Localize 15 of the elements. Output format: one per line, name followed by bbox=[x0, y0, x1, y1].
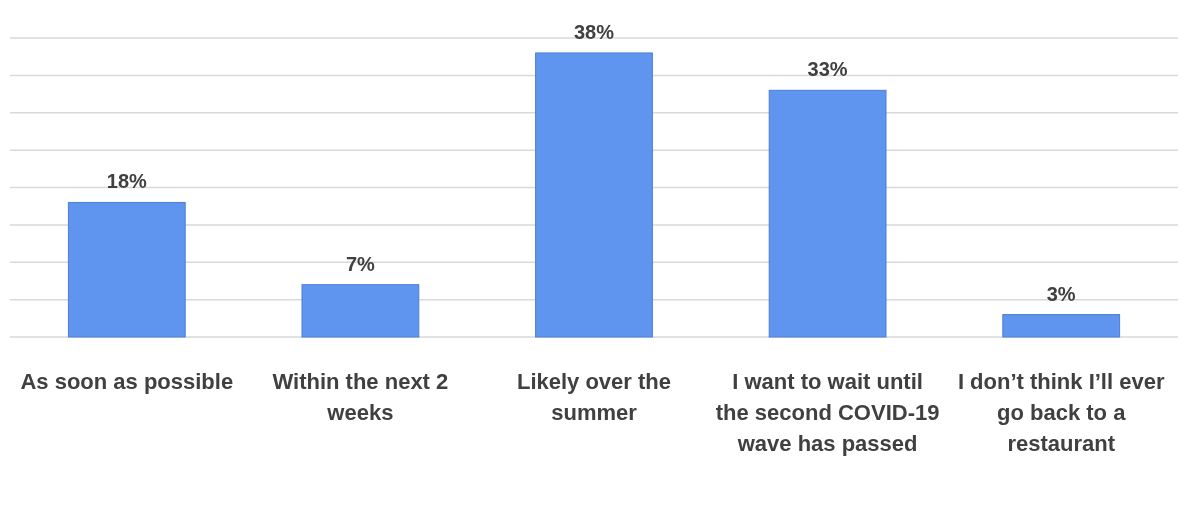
bar bbox=[301, 284, 420, 338]
x-tick-label: I want to wait until the second COVID-19 wave has passed bbox=[715, 369, 940, 456]
x-tick-label: Likely over the summer bbox=[516, 369, 672, 425]
data-label: 33% bbox=[807, 58, 848, 81]
bar bbox=[768, 89, 887, 338]
bar bbox=[1002, 314, 1121, 338]
x-tick-label: I don’t think I’ll ever go back to a restaurant bbox=[957, 369, 1165, 456]
x-tick-label: As soon as possible bbox=[20, 369, 234, 394]
data-label: 3% bbox=[1046, 282, 1076, 305]
bar bbox=[535, 52, 653, 338]
data-label: 7% bbox=[345, 252, 376, 275]
data-label: 38% bbox=[573, 20, 615, 43]
data-label: 18% bbox=[106, 170, 148, 193]
x-tick-label: Within the next 2 weeks bbox=[272, 369, 449, 425]
bar bbox=[67, 201, 186, 338]
